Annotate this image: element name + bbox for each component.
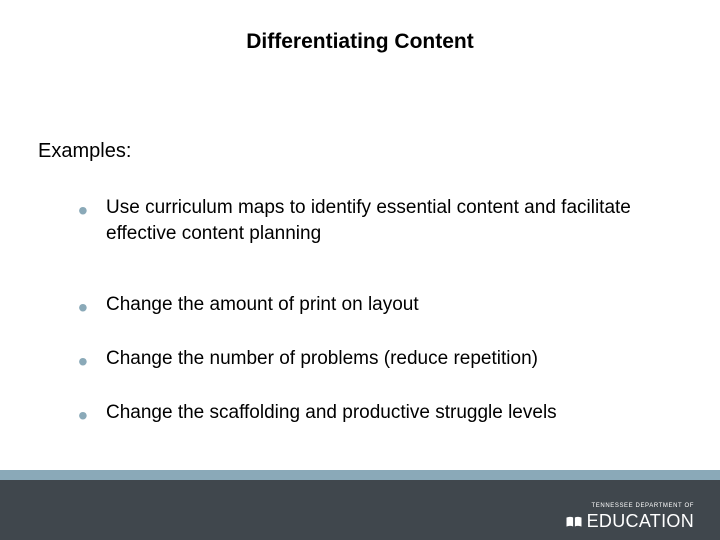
slide-title: Differentiating Content — [0, 30, 720, 54]
list-item: Change the amount of print on layout — [78, 292, 678, 318]
slide: Differentiating Content Examples: Use cu… — [0, 0, 720, 540]
footer-logo: TENNESSEE DEPARTMENT OF EDUCATION — [544, 503, 694, 532]
footer-accent-stripe — [0, 470, 720, 480]
list-item: Change the number of problems (reduce re… — [78, 346, 678, 372]
logo-row: EDUCATION — [544, 511, 694, 532]
list-item: Change the scaffolding and productive st… — [78, 400, 678, 426]
open-book-icon — [565, 515, 583, 529]
list-item: Use curriculum maps to identify essentia… — [78, 195, 678, 246]
logo-line1: TENNESSEE DEPARTMENT OF — [544, 503, 694, 509]
logo-line2: EDUCATION — [587, 511, 694, 532]
examples-heading: Examples: — [38, 140, 131, 163]
footer-bar: TENNESSEE DEPARTMENT OF EDUCATION — [0, 480, 720, 540]
bullet-list: Use curriculum maps to identify essentia… — [78, 195, 678, 425]
